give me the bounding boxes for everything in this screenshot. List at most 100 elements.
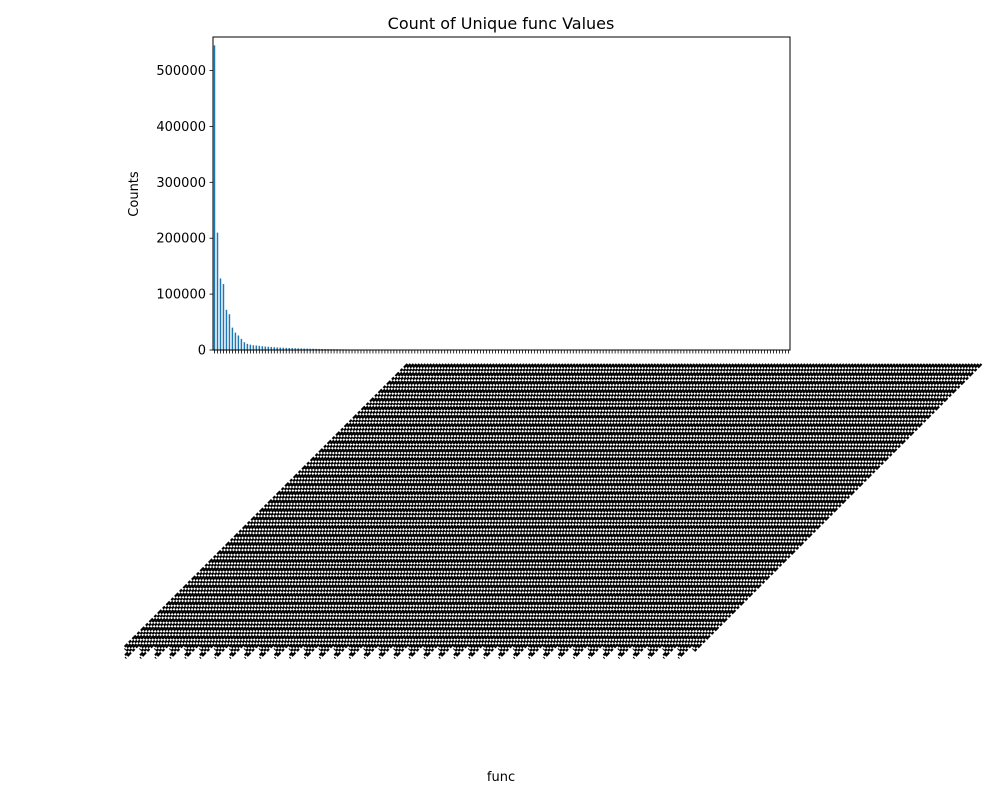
x-tick-label <box>527 363 821 657</box>
x-tick-label <box>273 363 558 648</box>
x-tick-label <box>378 363 675 659</box>
x-tick-label <box>632 363 920 651</box>
x-tick-label <box>378 363 669 654</box>
x-tick-label <box>318 363 612 657</box>
x-tick-label <box>393 363 687 657</box>
y-axis-label: Counts <box>127 171 142 217</box>
x-tick-label <box>258 363 543 648</box>
x-tick-label <box>139 363 433 657</box>
x-tick-label <box>453 363 744 654</box>
x-tick-label <box>243 363 537 657</box>
bar <box>216 232 219 351</box>
x-tick-label <box>543 363 839 659</box>
bar <box>294 348 296 350</box>
x-tick-label <box>273 363 564 654</box>
x-tick-label <box>124 363 415 654</box>
x-tick-label <box>512 363 800 651</box>
x-tick-label <box>676 363 962 648</box>
x-tick-label <box>258 363 549 654</box>
x-tick-label <box>139 363 427 651</box>
x-tick-label <box>333 363 618 648</box>
x-tick-label <box>617 363 914 659</box>
x-tick-label <box>378 363 663 648</box>
x-tick-label <box>363 363 660 659</box>
x-tick-label <box>392 363 678 648</box>
x-axis-tick-labels <box>123 363 983 659</box>
x-tick-label <box>288 363 585 659</box>
bar <box>276 347 279 350</box>
x-tick-label <box>423 363 717 657</box>
bar <box>255 345 258 350</box>
x-tick-label <box>438 363 732 657</box>
x-tick-label <box>647 363 935 651</box>
x-tick-label <box>154 363 451 659</box>
x-tick-label <box>139 363 436 659</box>
x-tick-label <box>363 363 657 657</box>
x-tick-label <box>513 363 809 659</box>
x-tick-label <box>647 363 932 648</box>
x-tick-label <box>363 363 651 651</box>
y-tick-label: 400000 <box>156 120 206 135</box>
x-tick-label <box>303 363 591 651</box>
x-tick-label <box>677 363 965 651</box>
x-tick-label <box>228 363 519 654</box>
x-tick-label <box>647 363 938 654</box>
x-tick-label <box>542 363 833 654</box>
x-tick-label <box>288 363 576 651</box>
x-tick-label <box>183 363 469 648</box>
x-tick-label <box>348 363 642 657</box>
x-tick-label <box>602 363 899 659</box>
y-axis-ticks: 0 100000 200000 300000 400000 500000 <box>156 64 213 359</box>
x-tick-label <box>408 363 702 657</box>
x-tick-label <box>363 363 654 654</box>
bar <box>312 348 314 350</box>
bar <box>297 348 299 350</box>
x-tick-label <box>602 363 890 651</box>
x-tick-label <box>198 363 483 648</box>
x-tick-label <box>557 363 845 651</box>
bar <box>261 346 264 350</box>
x-tick-label <box>542 363 827 648</box>
bar <box>267 346 270 350</box>
bar <box>243 342 246 350</box>
x-tick-label <box>214 363 507 657</box>
bar <box>219 278 222 350</box>
x-tick-label <box>438 363 735 659</box>
x-tick-label <box>243 363 534 654</box>
x-tick-label <box>572 363 863 654</box>
bar <box>291 348 293 350</box>
bar <box>264 346 267 350</box>
y-tick-label: 500000 <box>156 64 206 79</box>
y-tick-label: 300000 <box>156 176 206 191</box>
x-tick-label <box>632 363 923 654</box>
x-tick-label <box>408 363 699 654</box>
x-tick-label <box>303 363 597 657</box>
x-tick-label <box>198 363 489 654</box>
x-tick-label <box>572 363 869 659</box>
bar <box>279 347 282 350</box>
x-tick-label <box>632 363 929 659</box>
x-tick-label <box>677 363 968 654</box>
x-tick-label <box>437 363 723 648</box>
x-axis-ticks <box>214 350 789 354</box>
x-tick-label <box>333 363 621 651</box>
bar <box>213 45 216 350</box>
x-tick-label <box>229 363 522 657</box>
x-tick-label <box>213 363 501 651</box>
x-tick-label <box>498 363 791 657</box>
x-tick-label <box>677 363 971 657</box>
x-tick-label <box>124 363 421 659</box>
bar <box>300 348 302 350</box>
x-tick-label <box>647 363 941 657</box>
x-tick-label <box>318 363 609 654</box>
x-tick-label <box>363 363 648 648</box>
x-tick-label <box>677 363 974 659</box>
x-tick-label <box>168 363 454 648</box>
x-tick-label <box>572 363 857 648</box>
x-tick-label <box>303 363 600 659</box>
x-tick-label <box>154 363 445 654</box>
x-tick-label <box>423 363 720 659</box>
x-tick-label <box>452 363 741 651</box>
x-tick-label <box>468 363 759 654</box>
y-tick-label: 100000 <box>156 288 206 303</box>
